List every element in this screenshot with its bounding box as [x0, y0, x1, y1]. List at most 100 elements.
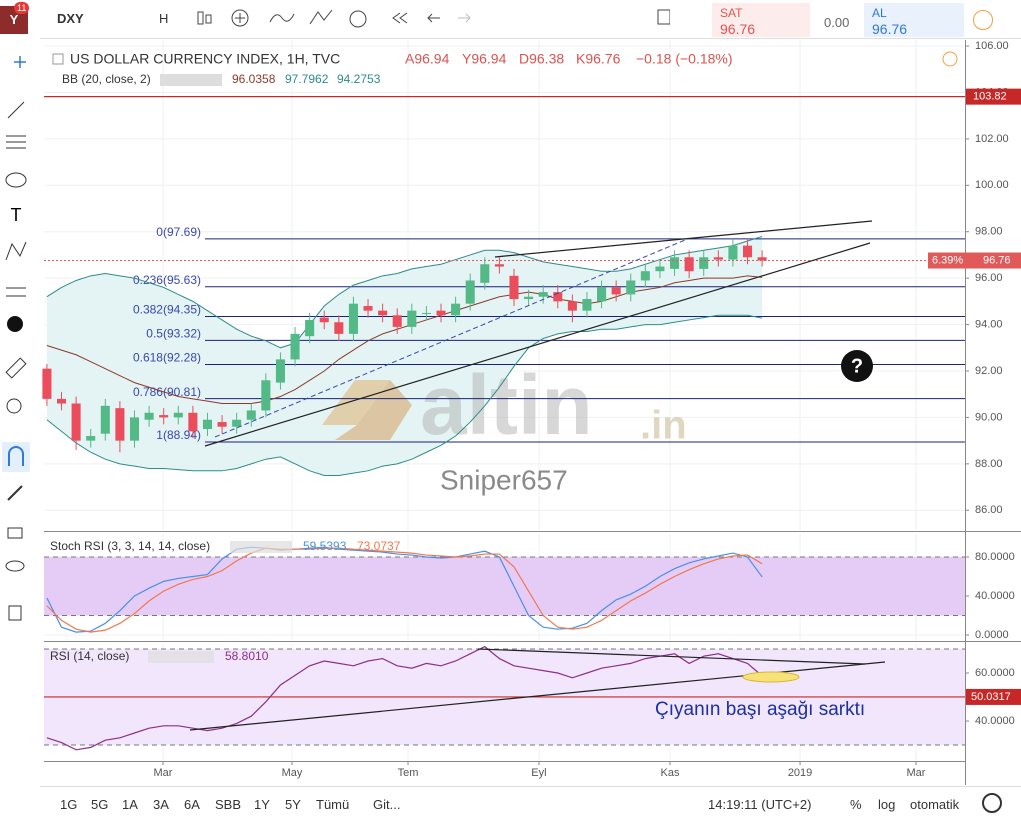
fib-label: 0.382(94.35): [133, 303, 201, 317]
candle-body: [640, 271, 650, 281]
help-tool[interactable]: [7, 316, 23, 332]
symbol-title: US DOLLAR CURRENCY INDEX, 1H, TVC: [70, 51, 340, 67]
y-tick-label: 96.00: [975, 272, 1003, 284]
y-tick-label: 40.0000: [975, 590, 1015, 602]
y-tick-label: 90.00: [975, 411, 1003, 423]
settings-button[interactable]: [982, 793, 1002, 813]
log-toggle[interactable]: log: [878, 797, 896, 812]
collapse-icon[interactable]: [52, 53, 64, 65]
indicator-line: [46, 235, 763, 349]
y-tick-label: 80.0000: [975, 551, 1015, 563]
y-tick-label: 106.00: [975, 40, 1009, 52]
x-tick-label: 2019: [788, 767, 812, 779]
spread: 0.00: [824, 15, 850, 30]
indicator-line: [46, 645, 763, 751]
watermark-brand: .in: [640, 404, 687, 448]
candle-body: [305, 319, 315, 337]
candle-body: [582, 299, 592, 311]
x-tick-label: Mar: [906, 767, 925, 779]
candle-body: [421, 312, 431, 314]
fib-label: 0.236(95.63): [133, 273, 201, 287]
text-tool[interactable]: T: [11, 205, 22, 225]
symbol[interactable]: DXY: [57, 11, 84, 26]
interval[interactable]: H: [159, 11, 169, 26]
candle-icon[interactable]: [197, 11, 204, 25]
range-button[interactable]: 6A: [184, 797, 200, 812]
draw-mode-tool[interactable]: [7, 485, 23, 501]
crosshair-tool[interactable]: [14, 56, 26, 68]
trend-line: [204, 242, 871, 447]
zoom-tool[interactable]: [6, 398, 22, 414]
indicator-line: [46, 546, 763, 633]
candle-body: [173, 412, 183, 418]
visibility-tool[interactable]: [5, 560, 25, 572]
range-button[interactable]: Tümü: [316, 797, 350, 812]
alert-icon[interactable]: [349, 10, 367, 28]
candle-body: [465, 280, 475, 304]
candle-icon[interactable]: [205, 14, 212, 24]
range-button[interactable]: 5G: [91, 797, 109, 812]
indicators-icon[interactable]: [309, 9, 333, 25]
buy-box[interactable]: AL 96.76: [864, 3, 964, 37]
trend-line: [214, 239, 686, 438]
range-button[interactable]: SBB: [215, 797, 242, 812]
delete-tool[interactable]: [8, 605, 22, 621]
candle-body: [699, 257, 709, 269]
indicator-line: [46, 547, 763, 633]
pattern-tool[interactable]: [5, 241, 27, 261]
x-tick-label: Mar: [153, 767, 172, 779]
percent-toggle[interactable]: %: [850, 797, 862, 812]
goto-button[interactable]: Git...: [373, 797, 401, 812]
range-button[interactable]: 1Y: [254, 797, 270, 812]
replay-icon[interactable]: [392, 12, 408, 24]
measure-tool[interactable]: [5, 357, 27, 379]
sell-price: 96.76: [720, 21, 756, 37]
candle-body: [42, 368, 52, 399]
indicator-buttons[interactable]: [148, 651, 214, 663]
y-tick-label: 102.00: [975, 133, 1009, 145]
redo-icon[interactable]: [458, 13, 471, 23]
ohlc: D96.38: [519, 51, 564, 67]
indicator-line: [46, 314, 763, 476]
bottom-toolbar: 1G 5G 1A 3A 6A SBB 1Y 5Y Tümü Git... 14:19:11 (U…: [40, 786, 1021, 823]
indicator-buttons[interactable]: [160, 74, 222, 86]
annotation: Çıyanın başı aşağı sarktı: [655, 699, 865, 720]
shape-tool[interactable]: [5, 172, 27, 188]
info-button[interactable]: [973, 10, 993, 30]
prediction-tool[interactable]: [6, 287, 26, 297]
highlight: [742, 671, 800, 683]
fib-tool[interactable]: [6, 135, 26, 149]
candle-body: [524, 296, 534, 300]
fib-label: 0.618(92.28): [133, 351, 201, 365]
range-button[interactable]: 3A: [153, 797, 169, 812]
info-icon[interactable]: [942, 51, 958, 67]
indicator-buttons[interactable]: [230, 541, 292, 553]
candle-body: [348, 303, 358, 334]
sell-label: SAT: [720, 6, 743, 20]
range-button[interactable]: 5Y: [285, 797, 301, 812]
drawings: [204, 220, 873, 447]
add-icon[interactable]: [231, 9, 249, 27]
line-tool[interactable]: [7, 101, 25, 119]
range-button[interactable]: 1A: [122, 797, 138, 812]
candle-body: [451, 303, 461, 316]
candle-body: [144, 412, 154, 420]
y-tick-label: 88.00: [975, 458, 1003, 470]
candle-body: [86, 435, 96, 441]
undo-icon[interactable]: [427, 13, 440, 23]
sell-box[interactable]: SAT 96.76: [712, 3, 810, 37]
auto-toggle[interactable]: otomatik: [910, 797, 960, 812]
compare-icon[interactable]: [269, 13, 295, 23]
candle-body: [494, 264, 504, 267]
logo-shape: [322, 380, 390, 425]
band-fill: [46, 236, 763, 476]
layout-icon[interactable]: [657, 9, 670, 25]
candle-body: [611, 287, 621, 295]
range-button[interactable]: 1G: [60, 797, 78, 812]
author: Sniper657: [440, 464, 568, 495]
candle-body: [363, 306, 373, 311]
buy-price: 96.76: [872, 21, 908, 37]
indicator-title: Stoch RSI (3, 3, 14, 14, close): [50, 539, 210, 553]
lock-tool[interactable]: [7, 527, 23, 539]
